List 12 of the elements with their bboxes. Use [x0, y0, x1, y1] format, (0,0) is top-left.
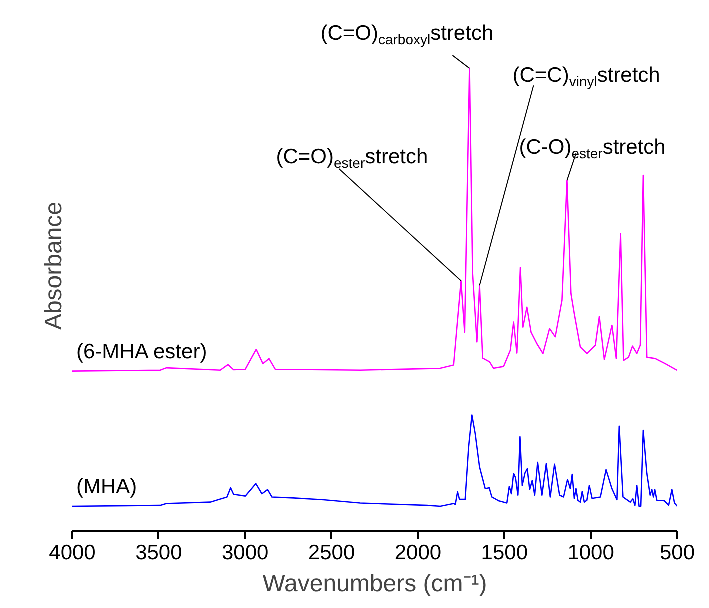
x-tick-label: 3000	[222, 542, 269, 564]
series-label: (6-MHA ester)	[76, 340, 208, 364]
x-tick-label: 1500	[481, 542, 528, 564]
y-axis-title: Absorbance	[40, 202, 68, 330]
x-axis-title: Wavenumbers (cm⁻¹)	[262, 570, 488, 598]
x-tick-label: 3500	[136, 542, 182, 564]
x-tick-label: 1000	[568, 542, 614, 564]
x-tick-label: 2000	[394, 542, 442, 564]
x-tick-label: 2500	[308, 542, 356, 564]
x-tick-label: 500	[660, 542, 696, 564]
series-label: (MHA)	[76, 476, 138, 498]
x-tick-label: 4000	[49, 542, 96, 564]
